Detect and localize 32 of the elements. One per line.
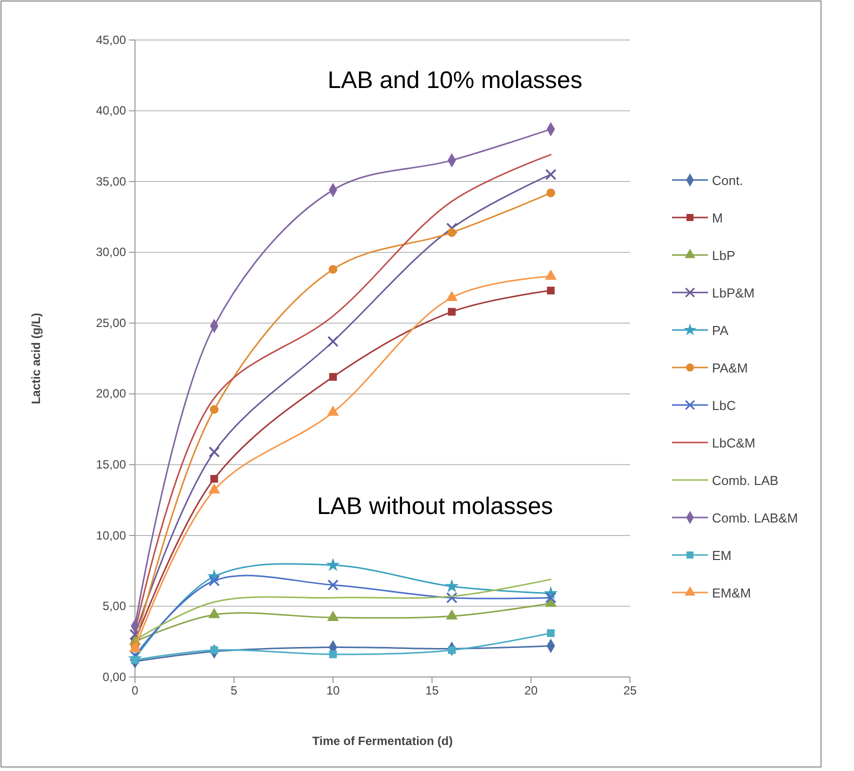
y-tick-label: 25,00 (96, 316, 126, 330)
legend-label: EM (712, 548, 732, 563)
legend-label: Cont. (712, 173, 744, 188)
legend-label: PA (712, 323, 729, 338)
x-tick-label: 5 (230, 684, 238, 698)
y-tick-label: 10,00 (96, 528, 126, 542)
x-tick-label: 25 (623, 684, 637, 698)
y-axis-title: Lactic acid (g/L) (29, 312, 43, 404)
x-tick-label: 20 (524, 684, 538, 698)
y-tick-label: 30,00 (96, 245, 126, 260)
x-tick-label: 15 (425, 684, 439, 698)
y-tick-label: 45,00 (96, 32, 126, 47)
legend-label: LbP (712, 248, 736, 263)
y-tick-label: 15,00 (96, 458, 126, 472)
legend-label: LbP&M (712, 286, 755, 300)
x-tick-label: 10 (326, 684, 340, 698)
legend-label: M (712, 210, 723, 226)
legend-label: LbC (712, 398, 736, 413)
legend-label: LbC&M (712, 436, 756, 450)
legend-label: Comb. LAB (712, 473, 778, 488)
legend-label: PA&M (712, 360, 748, 376)
x-axis-title: Time of Fermentation (d) (312, 734, 453, 748)
legend-label: Comb. LAB&M (712, 510, 798, 526)
y-tick-label: 5,00 (102, 599, 126, 614)
annotation: LAB and 10% molasses (328, 67, 582, 94)
y-tick-label: 35,00 (96, 174, 126, 188)
y-tick-label: 20,00 (96, 386, 126, 401)
legend-label: EM&M (712, 586, 751, 600)
y-tick-label: 0,00 (102, 670, 126, 684)
annotation: LAB without molasses (316, 493, 554, 520)
y-tick-label: 40,00 (96, 104, 126, 118)
x-tick-label: 0 (132, 684, 139, 698)
